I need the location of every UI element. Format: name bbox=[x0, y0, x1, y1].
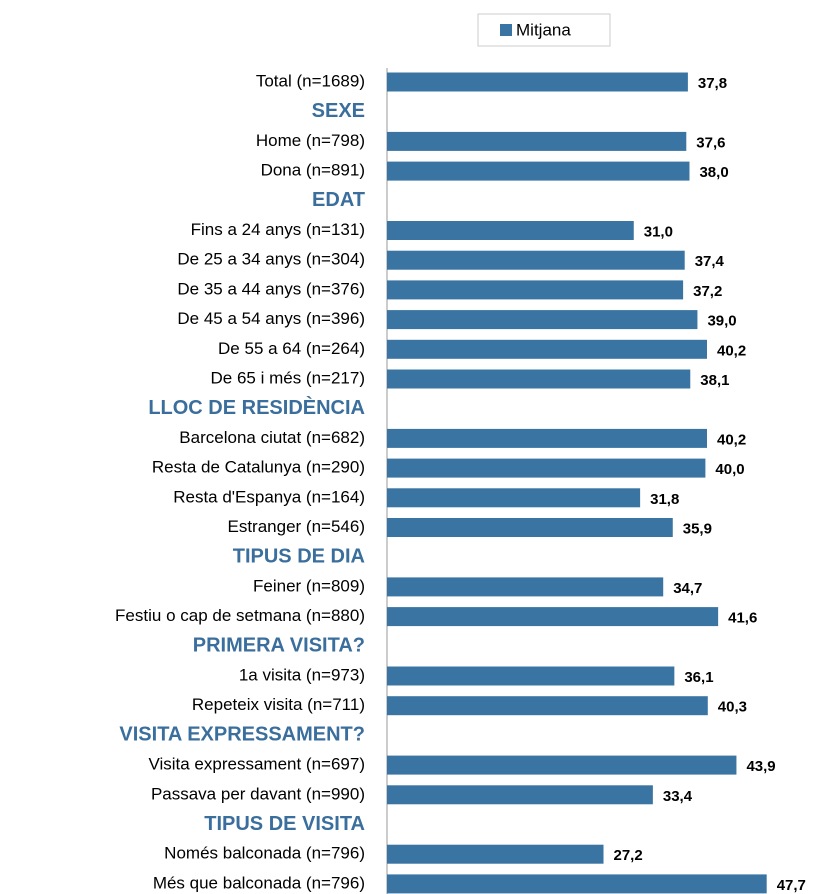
value-label: 36,1 bbox=[684, 669, 713, 686]
category-label: Barcelona ciutat (n=682) bbox=[179, 428, 365, 447]
value-label: 37,8 bbox=[698, 75, 727, 92]
section-header: LLOC DE RESIDÈNCIA bbox=[148, 396, 365, 419]
category-label: De 55 a 64 (n=264) bbox=[218, 339, 365, 358]
section-header: EDAT bbox=[312, 189, 365, 211]
value-label: 31,8 bbox=[650, 491, 679, 508]
bar bbox=[387, 577, 664, 597]
value-label: 33,4 bbox=[663, 788, 693, 805]
category-label: Visita expressament (n=697) bbox=[148, 755, 365, 774]
bar bbox=[387, 488, 641, 508]
value-label: 37,2 bbox=[693, 283, 722, 300]
category-label: Fins a 24 anys (n=131) bbox=[191, 220, 365, 239]
bar bbox=[387, 696, 708, 716]
bar bbox=[387, 221, 634, 240]
value-label: 31,0 bbox=[644, 223, 673, 240]
bar bbox=[387, 458, 706, 478]
value-label: 47,7 bbox=[777, 877, 806, 894]
category-label: De 35 a 44 anys (n=376) bbox=[177, 279, 365, 298]
category-label: Resta de Catalunya (n=290) bbox=[152, 458, 365, 477]
category-label: De 45 a 54 anys (n=396) bbox=[177, 309, 365, 328]
value-label: 40,0 bbox=[715, 461, 744, 478]
category-label: Feiner (n=809) bbox=[253, 576, 365, 595]
bar bbox=[387, 755, 737, 775]
value-label: 38,1 bbox=[700, 372, 729, 389]
legend-label: Mitjana bbox=[516, 20, 571, 39]
value-label: 34,7 bbox=[673, 580, 702, 597]
bar bbox=[387, 874, 767, 894]
category-label: 1a visita (n=973) bbox=[239, 665, 365, 684]
value-label: 39,0 bbox=[707, 313, 736, 330]
category-label: De 65 i més (n=217) bbox=[211, 368, 366, 387]
section-header: VISITA EXPRESSAMENT? bbox=[119, 724, 365, 746]
category-label: De 25 a 34 anys (n=304) bbox=[177, 250, 365, 269]
category-label: Resta d'Espanya (n=164) bbox=[173, 487, 365, 506]
category-label: Només balconada (n=796) bbox=[164, 844, 365, 863]
category-label: Total (n=1689) bbox=[256, 71, 365, 90]
section-header: TIPUS DE VISITA bbox=[204, 813, 365, 835]
bar bbox=[387, 310, 698, 330]
bar bbox=[387, 607, 719, 627]
category-label: Estranger (n=546) bbox=[228, 517, 366, 536]
section-header: SEXE bbox=[312, 100, 365, 122]
legend-swatch bbox=[500, 24, 512, 36]
bar bbox=[387, 72, 688, 92]
section-header: TIPUS DE DIA bbox=[233, 545, 365, 567]
value-label: 38,0 bbox=[699, 164, 728, 181]
value-label: 40,2 bbox=[717, 342, 746, 359]
category-label: Repeteix visita (n=711) bbox=[192, 695, 365, 714]
bar bbox=[387, 161, 690, 181]
value-label: 43,9 bbox=[746, 758, 775, 775]
bar bbox=[387, 518, 673, 537]
value-label: 27,2 bbox=[614, 847, 643, 864]
value-label: 40,2 bbox=[717, 431, 746, 448]
bar bbox=[387, 369, 691, 389]
value-label: 41,6 bbox=[728, 610, 757, 627]
bar bbox=[387, 339, 707, 359]
category-label: Home (n=798) bbox=[256, 131, 365, 150]
bar bbox=[387, 280, 684, 300]
bar bbox=[387, 785, 653, 805]
bar bbox=[387, 844, 604, 864]
bar bbox=[387, 250, 685, 270]
value-label: 37,4 bbox=[695, 253, 725, 270]
category-label: Passava per davant (n=990) bbox=[151, 784, 365, 803]
bar bbox=[387, 666, 675, 686]
section-header: PRIMERA VISITA? bbox=[193, 635, 365, 657]
value-label: 37,6 bbox=[696, 134, 725, 151]
category-label: Dona (n=891) bbox=[261, 161, 365, 180]
category-label: Més que balconada (n=796) bbox=[153, 873, 365, 892]
bar bbox=[387, 131, 687, 151]
value-label: 35,9 bbox=[683, 520, 712, 537]
category-label: Festiu o cap de setmana (n=880) bbox=[115, 606, 365, 625]
bar bbox=[387, 428, 707, 448]
value-label: 40,3 bbox=[718, 699, 747, 716]
